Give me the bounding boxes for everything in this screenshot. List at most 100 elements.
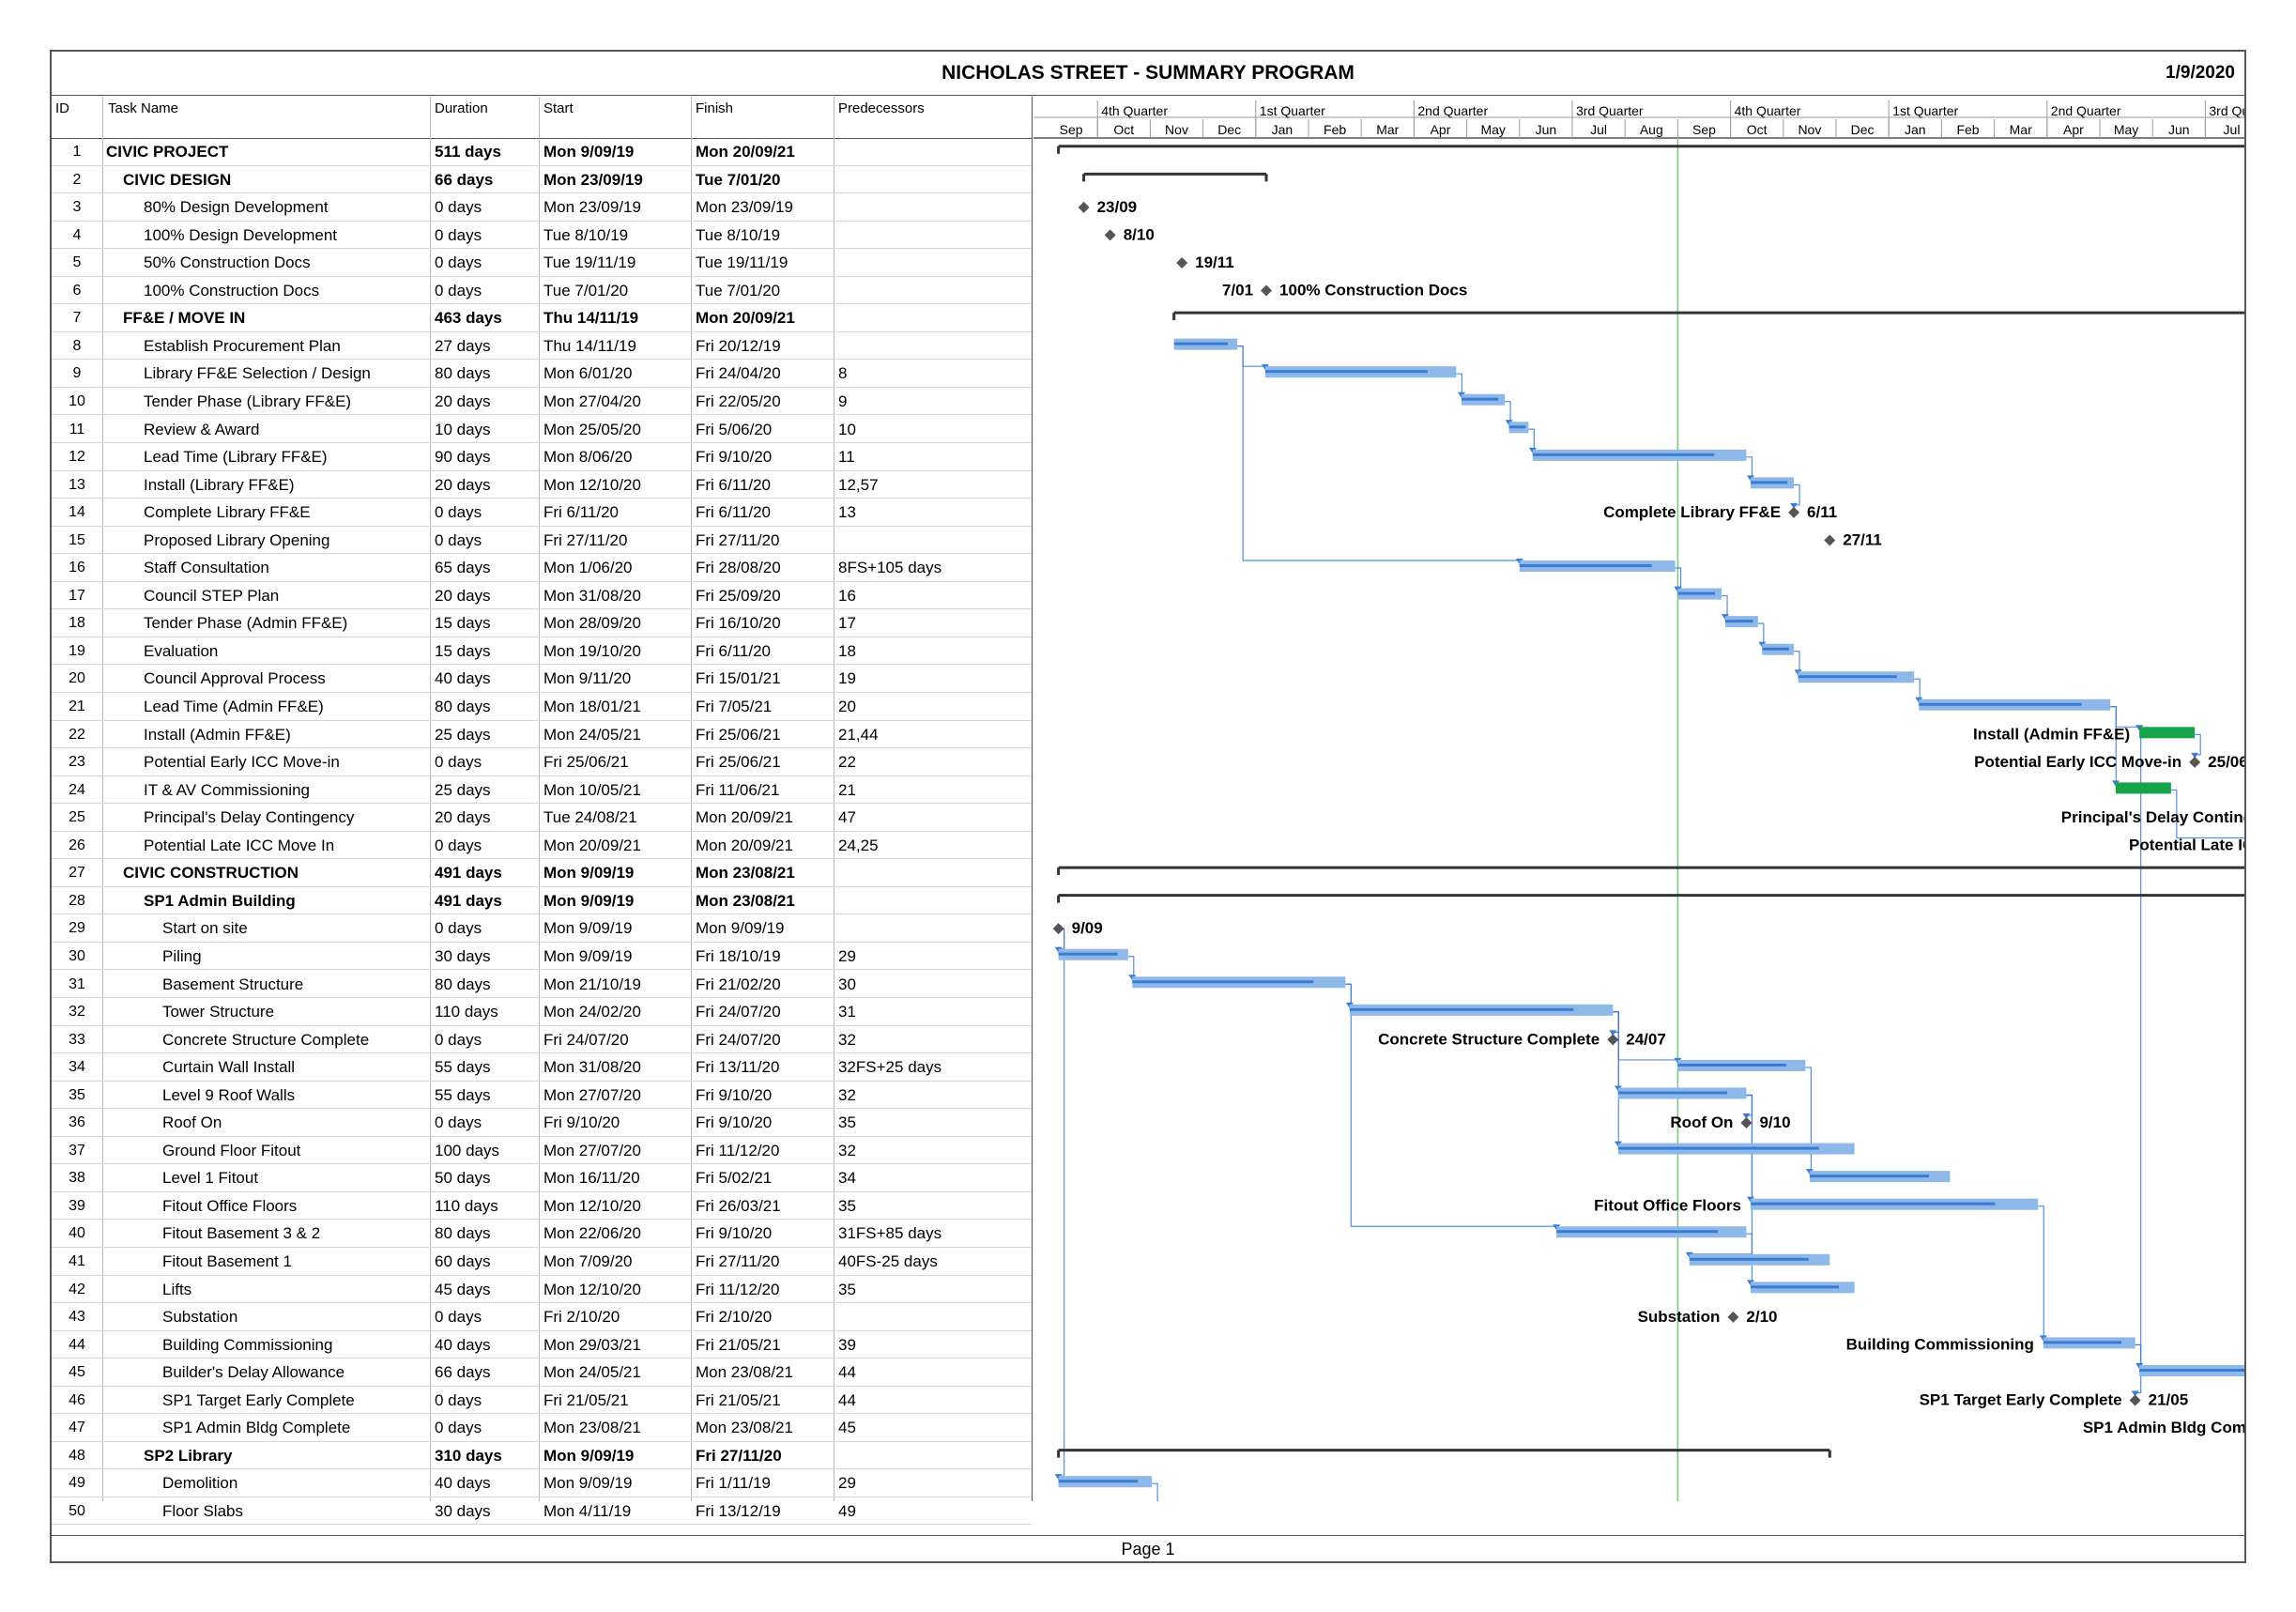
task-start: Fri 2/10/20 — [543, 1308, 620, 1327]
task-row[interactable]: 6 100% Construction Docs 0 days Tue 7/01/20… — [52, 277, 1032, 305]
task-name: Piling — [162, 946, 202, 965]
task-predecessors: 21,44 — [838, 725, 879, 744]
task-row[interactable]: 29 Start on site 0 days Mon 9/09/19 Mon 9/09… — [52, 914, 1032, 943]
task-finish: Fri 6/11/20 — [696, 641, 772, 660]
task-row[interactable]: 17 Council STEP Plan 20 days Mon 31/08/20 Fr… — [52, 582, 1032, 610]
task-row[interactable]: 20 Council Approval Process 40 days Mon 9/1… — [52, 665, 1032, 693]
task-row[interactable]: 9 Library FF&E Selection / Design 80 days M… — [52, 360, 1032, 388]
task-name: Fitout Basement 1 — [162, 1252, 292, 1270]
task-finish: Fri 25/09/20 — [696, 586, 781, 605]
task-row[interactable]: 32 Tower Structure 110 days Mon 24/02/20 Fri… — [52, 998, 1032, 1026]
task-row[interactable]: 46 SP1 Target Early Complete 0 days Fri 21/… — [52, 1387, 1032, 1415]
task-progress — [1750, 481, 1788, 484]
task-duration: 0 days — [435, 503, 482, 522]
task-row[interactable]: 23 Potential Early ICC Move-in 0 days Fri 2… — [52, 748, 1032, 776]
task-row[interactable]: 28 SP1 Admin Building 491 days Mon 9/09/19 M… — [52, 887, 1032, 915]
col-header-predecessors[interactable]: Predecessors — [838, 100, 925, 116]
task-duration: 0 days — [435, 836, 482, 854]
col-header-duration[interactable]: Duration — [435, 100, 488, 116]
milestone-name-label: 7/01 — [1222, 282, 1253, 299]
task-row[interactable]: 36 Roof On 0 days Fri 9/10/20 Fri 9/10/20 35 — [52, 1109, 1032, 1137]
task-row[interactable]: 43 Substation 0 days Fri 2/10/20 Fri 2/10/20 — [52, 1303, 1032, 1331]
task-row[interactable]: 16 Staff Consultation 65 days Mon 1/06/20 Fr… — [52, 554, 1032, 582]
task-row[interactable]: 31 Basement Structure 80 days Mon 21/10/19 F… — [52, 971, 1032, 999]
task-duration: 55 days — [435, 1058, 491, 1077]
task-progress — [1762, 647, 1789, 651]
task-row[interactable]: 24 IT & AV Commissioning 25 days Mon 10/05/… — [52, 776, 1032, 805]
task-start: Mon 23/08/21 — [543, 1419, 641, 1437]
task-row[interactable]: 12 Lead Time (Library FF&E) 90 days Mon 8/0… — [52, 443, 1032, 471]
milestone-label: 6/11 — [1807, 503, 1837, 521]
dependency-link — [1058, 928, 1065, 1479]
task-row[interactable]: 27 CIVIC CONSTRUCTION 491 days Mon 9/09/19 M… — [52, 859, 1032, 887]
task-row[interactable]: 50 Floor Slabs 30 days Mon 4/11/19 Fri 13/12… — [52, 1497, 1032, 1526]
task-id: 36 — [69, 1114, 85, 1131]
task-predecessors: 44 — [838, 1363, 856, 1382]
task-progress — [1689, 1257, 1809, 1261]
task-row[interactable]: 26 Potential Late ICC Move In 0 days Mon 20… — [52, 832, 1032, 860]
task-row[interactable]: 40 Fitout Basement 3 & 2 80 days Mon 22/06/… — [52, 1220, 1032, 1248]
dependency-link — [2170, 789, 2244, 839]
task-row[interactable]: 14 Complete Library FF&E 0 days Fri 6/11/20… — [52, 499, 1032, 527]
col-header-finish[interactable]: Finish — [696, 100, 734, 116]
task-row[interactable]: 3 80% Design Development 0 days Mon 23/09/1… — [52, 193, 1032, 222]
task-row[interactable]: 44 Building Commissioning 40 days Mon 29/03… — [52, 1331, 1032, 1359]
task-row[interactable]: 41 Fitout Basement 1 60 days Mon 7/09/20 Fri… — [52, 1248, 1032, 1276]
task-row[interactable]: 10 Tender Phase (Library FF&E) 20 days Mon … — [52, 388, 1032, 416]
month-label: Jul — [2224, 122, 2241, 137]
task-row[interactable]: 21 Lead Time (Admin FF&E) 80 days Mon 18/01… — [52, 693, 1032, 721]
task-start: Fri 9/10/20 — [543, 1113, 620, 1132]
task-row[interactable]: 47 SP1 Admin Bldg Complete 0 days Mon 23/08… — [52, 1414, 1032, 1442]
task-finish: Tue 7/01/20 — [696, 281, 781, 299]
task-predecessors: 35 — [838, 1196, 856, 1215]
month-label: Sep — [1692, 122, 1716, 137]
task-row[interactable]: 19 Evaluation 15 days Mon 19/10/20 Fri 6/11/… — [52, 637, 1032, 666]
task-progress — [1809, 1174, 1929, 1178]
task-row[interactable]: 34 Curtain Wall Install 55 days Mon 31/08/2… — [52, 1053, 1032, 1082]
task-name: Builder's Delay Allowance — [162, 1363, 345, 1382]
task-row[interactable]: 35 Level 9 Roof Walls 55 days Mon 27/07/20 F… — [52, 1082, 1032, 1110]
task-id: 2 — [72, 171, 82, 188]
task-row[interactable]: 8 Establish Procurement Plan 27 days Thu 14… — [52, 332, 1032, 361]
month-label: Oct — [1747, 122, 1768, 137]
milestone-label: 9/09 — [1072, 919, 1103, 937]
task-id: 38 — [69, 1170, 85, 1187]
task-predecessors: 19 — [838, 669, 856, 688]
task-row[interactable]: 48 SP2 Library 310 days Mon 9/09/19 Fri 27/1… — [52, 1442, 1032, 1470]
col-header-task-name[interactable]: Task Name — [108, 100, 179, 116]
task-row[interactable]: 33 Concrete Structure Complete 0 days Fri 2… — [52, 1026, 1032, 1054]
col-header-id[interactable]: ID — [55, 100, 69, 116]
task-row[interactable]: 38 Level 1 Fitout 50 days Mon 16/11/20 Fri 5… — [52, 1164, 1032, 1192]
task-row[interactable]: 45 Builder's Delay Allowance 66 days Mon 24… — [52, 1359, 1032, 1387]
task-row[interactable]: 25 Principal's Delay Contingency 20 days Tu… — [52, 804, 1032, 832]
task-row[interactable]: 18 Tender Phase (Admin FF&E) 15 days Mon 28… — [52, 609, 1032, 637]
task-name: 100% Design Development — [144, 225, 338, 244]
task-name: CIVIC CONSTRUCTION — [123, 864, 298, 883]
task-row[interactable]: 7 FF&E / MOVE IN 463 days Thu 14/11/19 Mon 2… — [52, 304, 1032, 332]
task-row[interactable]: 1 CIVIC PROJECT 511 days Mon 9/09/19 Mon 20/… — [52, 138, 1032, 166]
task-row[interactable]: 37 Ground Floor Fitout 100 days Mon 27/07/2… — [52, 1137, 1032, 1165]
task-row[interactable]: 30 Piling 30 days Mon 9/09/19 Fri 18/10/19 29 — [52, 943, 1032, 971]
task-duration: 511 days — [435, 143, 501, 161]
task-row[interactable]: 2 CIVIC DESIGN 66 days Mon 23/09/19 Tue 7/01… — [52, 166, 1032, 194]
task-row[interactable]: 4 100% Design Development 0 days Tue 8/10/1… — [52, 222, 1032, 250]
task-row[interactable]: 39 Fitout Office Floors 110 days Mon 12/10/… — [52, 1192, 1032, 1221]
task-name: Fitout Basement 3 & 2 — [162, 1224, 321, 1243]
task-finish: Fri 6/11/20 — [696, 503, 772, 522]
task-duration: 65 days — [435, 559, 491, 577]
task-row[interactable]: 5 50% Construction Docs 0 days Tue 19/11/19… — [52, 249, 1032, 277]
task-duration: 40 days — [435, 1335, 491, 1354]
milestone-label: 9/10 — [1759, 1113, 1790, 1131]
task-row[interactable]: 42 Lifts 45 days Mon 12/10/20 Fri 11/12/20 35 — [52, 1276, 1032, 1304]
task-duration: 20 days — [435, 391, 491, 410]
task-predecessors: 49 — [838, 1501, 856, 1520]
task-row[interactable]: 22 Install (Admin FF&E) 25 days Mon 24/05/2… — [52, 721, 1032, 749]
task-bar-label: Building Commissioning — [1846, 1335, 2034, 1353]
task-row[interactable]: 13 Install (Library FF&E) 20 days Mon 12/10… — [52, 471, 1032, 499]
col-header-start[interactable]: Start — [543, 100, 574, 116]
task-row[interactable]: 49 Demolition 40 days Mon 9/09/19 Fri 1/11/1… — [52, 1469, 1032, 1497]
milestone-label: 25/06 — [2208, 753, 2244, 771]
task-row[interactable]: 11 Review & Award 10 days Mon 25/05/20 Fri 5… — [52, 416, 1032, 444]
task-id: 17 — [69, 587, 85, 604]
task-row[interactable]: 15 Proposed Library Opening 0 days Fri 27/1… — [52, 527, 1032, 555]
